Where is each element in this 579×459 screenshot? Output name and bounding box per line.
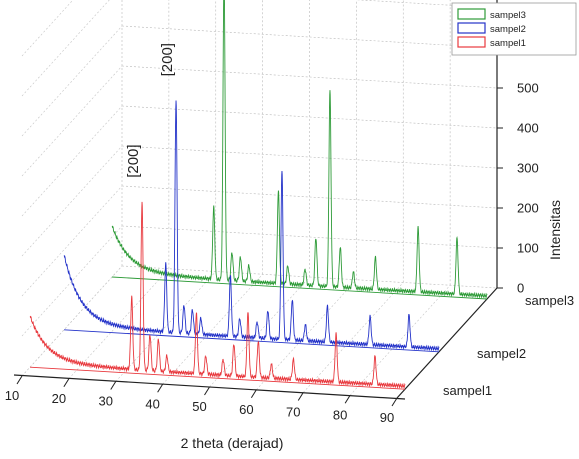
grid-line	[21, 225, 123, 337]
x-tick-label: 80	[333, 407, 347, 422]
grid-line	[121, 105, 498, 129]
legend-swatch-sampel1	[457, 36, 486, 48]
grid-line	[21, 185, 123, 297]
x-axis-title: 2 theta (derajad)	[181, 435, 284, 451]
grid-line	[162, 274, 263, 385]
x-tick-label: 60	[239, 402, 253, 417]
grid-line	[68, 268, 170, 379]
x-tick	[344, 394, 351, 404]
x-tick-label: 10	[5, 388, 19, 403]
x-tick-label: 20	[52, 391, 66, 406]
x-tick-label: 40	[145, 396, 159, 411]
y-tick-label: 400	[517, 121, 539, 136]
series-baseline-sampel2	[63, 329, 440, 353]
grid-line	[121, 25, 498, 49]
legend-label-sampel1: sampel1	[490, 38, 526, 49]
x-tick	[157, 383, 164, 393]
grid-line	[115, 271, 216, 382]
x-tick-label: 30	[99, 394, 113, 409]
x-tick-label: 50	[192, 399, 206, 414]
grid-line	[21, 65, 123, 177]
grid-line	[21, 25, 123, 137]
x-tick-label: 70	[286, 405, 300, 420]
grid-line	[121, 145, 498, 169]
legend-label-sampel3: sampel3	[490, 10, 526, 21]
grid-line	[121, 265, 498, 289]
x-tick	[63, 378, 70, 388]
x-tick	[204, 386, 210, 396]
peak-annotation: [200]	[159, 43, 176, 76]
series-label-sampel1: sampel1	[443, 383, 492, 398]
series-baseline-sampel3	[111, 276, 488, 300]
legend-box	[451, 2, 577, 56]
grid-line	[355, 0, 498, 9]
y-tick-label: 200	[517, 201, 539, 216]
series-label-sampel3: sampel3	[525, 293, 574, 308]
chart-series	[29, 0, 488, 390]
grid-line	[303, 282, 404, 393]
y-tick-label: 500	[517, 81, 539, 96]
legend: sampel3 sampel2 sampel1	[451, 2, 577, 56]
series-baseline-sampel1	[29, 366, 406, 390]
grid-line	[256, 279, 357, 390]
grid-line	[21, 0, 74, 57]
series-label-sampel2: sampel2	[477, 346, 526, 361]
series-line-sampel1	[29, 201, 406, 389]
grid-line	[21, 105, 123, 217]
grid-line	[209, 276, 310, 388]
legend-label-sampel2: sampel2	[490, 24, 526, 35]
y-tick-label: 100	[517, 241, 539, 256]
x-tick	[16, 375, 23, 385]
grid-line	[349, 285, 451, 396]
y-tick-label: 300	[517, 161, 539, 176]
grid-line	[121, 185, 498, 209]
grid-line	[121, 65, 498, 89]
grid-line	[21, 0, 110, 97]
grid-line	[21, 265, 123, 377]
peak-annotation: [200]	[125, 144, 142, 177]
legend-swatch-sampel2	[457, 22, 486, 34]
x-tick	[297, 392, 304, 401]
x-tick	[391, 397, 398, 407]
y-tick-label: 0	[517, 281, 524, 296]
depth-axis-line	[396, 287, 498, 399]
x-tick	[110, 381, 117, 390]
y-axis-title: Intensitas	[547, 200, 563, 260]
x-tick	[250, 389, 257, 399]
x-tick-label: 90	[380, 410, 394, 425]
grid-line	[21, 145, 123, 257]
series-line-sampel2	[63, 100, 440, 352]
grid-line	[121, 225, 498, 249]
legend-swatch-sampel3	[457, 8, 486, 20]
